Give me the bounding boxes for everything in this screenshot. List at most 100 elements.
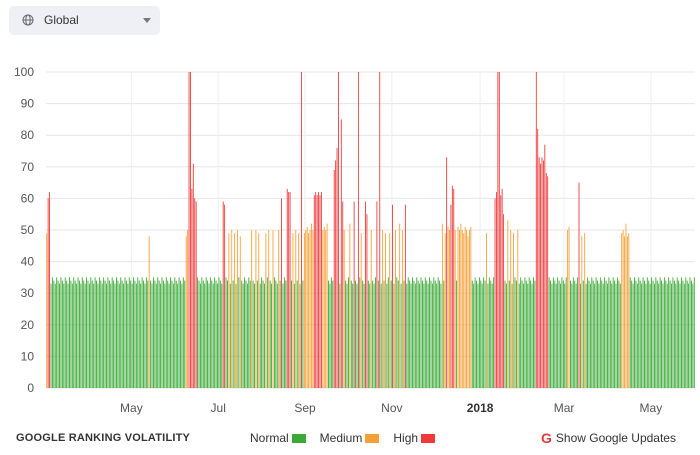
bar	[123, 283, 125, 388]
bar	[494, 198, 496, 388]
bar	[197, 277, 199, 388]
bar	[669, 280, 671, 388]
x-tick-label: Jul	[211, 401, 226, 415]
bar	[373, 283, 375, 388]
x-tick-label: Nov	[381, 401, 402, 415]
bar	[66, 280, 68, 388]
x-tick-label: Mar	[554, 401, 575, 415]
bar	[60, 277, 62, 388]
bar	[293, 283, 295, 388]
bar	[496, 192, 497, 388]
show-google-updates-button[interactable]: G Show Google Updates	[541, 430, 676, 446]
bar	[436, 283, 438, 388]
bar	[134, 280, 136, 388]
bar	[130, 280, 132, 388]
bar	[490, 280, 492, 388]
bar	[406, 283, 408, 388]
bar	[595, 277, 597, 388]
show-google-updates-label: Show Google Updates	[555, 431, 676, 445]
bar	[567, 230, 569, 388]
bar	[150, 280, 152, 388]
bar	[231, 230, 233, 388]
bar	[612, 277, 614, 388]
bar	[288, 192, 290, 388]
bar	[165, 277, 167, 388]
bar	[426, 280, 428, 388]
legend-swatch-medium	[365, 433, 380, 443]
bar	[268, 230, 270, 388]
bar	[604, 277, 606, 388]
bar	[315, 192, 317, 388]
bar	[326, 223, 328, 388]
bar	[323, 226, 325, 388]
bar	[70, 280, 72, 388]
bar	[286, 188, 288, 388]
bar	[211, 280, 213, 388]
bar	[256, 280, 258, 388]
bar	[135, 283, 137, 388]
bar	[264, 283, 265, 388]
bar	[254, 283, 255, 388]
region-dropdown[interactable]: Global	[9, 6, 160, 35]
bar	[642, 277, 644, 388]
bar	[219, 280, 221, 388]
bar	[116, 277, 117, 388]
bar	[508, 280, 510, 388]
bar	[497, 72, 499, 388]
bar	[672, 277, 674, 388]
bar	[143, 280, 144, 388]
bar	[332, 280, 334, 388]
bar	[501, 188, 503, 388]
bar	[56, 277, 58, 388]
bar	[177, 283, 179, 388]
bar	[235, 283, 237, 388]
y-tick-label: 80	[21, 128, 35, 142]
bar	[145, 277, 147, 388]
bar	[414, 283, 416, 388]
bar	[306, 226, 308, 388]
y-axis-ticks: 0 10 20 30 40 50 60 70 80 90 100	[14, 65, 34, 395]
bar	[54, 283, 56, 388]
bar	[554, 280, 556, 388]
chart-legend: Normal Medium High	[250, 431, 449, 445]
bar	[87, 280, 89, 388]
bar	[278, 230, 280, 388]
bar	[345, 280, 347, 388]
bar	[190, 72, 191, 388]
bar	[447, 226, 449, 388]
bar	[181, 283, 183, 388]
bar	[605, 280, 607, 388]
bar	[148, 236, 150, 388]
bar	[382, 230, 384, 388]
bar	[83, 280, 85, 388]
bar	[403, 280, 405, 388]
bar	[614, 280, 616, 388]
bar	[589, 283, 591, 388]
bar	[81, 277, 83, 388]
bar	[671, 283, 672, 388]
bar	[689, 277, 691, 388]
bar	[476, 280, 477, 388]
bar	[570, 280, 571, 388]
bar	[488, 277, 490, 388]
bar	[175, 280, 177, 388]
bar	[417, 280, 419, 388]
bar	[46, 233, 48, 388]
bar	[521, 280, 523, 388]
bar	[178, 277, 180, 388]
bar	[161, 277, 163, 388]
bar	[155, 283, 157, 388]
bar	[416, 277, 418, 388]
bar	[100, 280, 102, 388]
bar	[611, 283, 613, 388]
bar	[236, 230, 238, 388]
bar	[49, 192, 50, 388]
x-tick-label: May	[640, 401, 663, 415]
bar	[227, 280, 228, 388]
bar	[370, 230, 372, 388]
bar	[457, 226, 459, 388]
bar	[659, 277, 661, 388]
bar	[339, 283, 341, 388]
bar	[575, 283, 577, 388]
